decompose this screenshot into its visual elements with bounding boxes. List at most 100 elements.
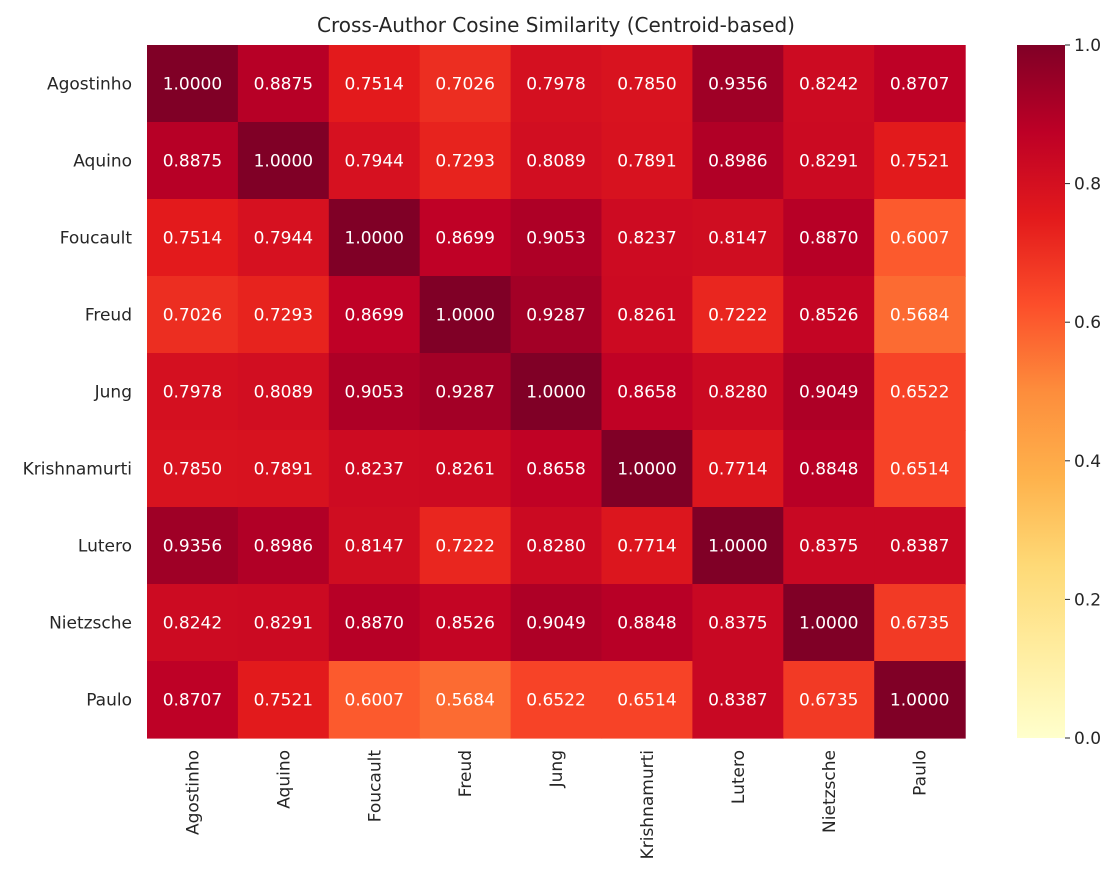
cell-value-label: 0.7891 (617, 152, 676, 172)
heatmap-cell (419, 430, 512, 508)
heatmap-cell (874, 122, 966, 200)
cell-value-label: 0.7850 (163, 460, 222, 480)
cell-value-label: 0.8147 (708, 229, 767, 249)
heatmap-cell (328, 199, 421, 277)
cell-value-label: 0.8658 (617, 383, 676, 403)
cell-value-label: 0.9356 (163, 537, 222, 557)
heatmap-cell (874, 45, 966, 123)
cell-value-label: 0.9049 (526, 614, 585, 634)
heatmap-cell (328, 276, 421, 354)
cell-value-label: 0.8387 (708, 691, 767, 711)
heatmap-cell (692, 276, 784, 354)
cell-value-label: 0.7293 (254, 306, 313, 326)
heatmap-cell (147, 353, 239, 431)
heatmap-cell (147, 507, 239, 585)
heatmap-cell (237, 507, 330, 585)
y-axis-tick-labels: Agostinho Aquino Foucault Freud Jung Krishnam… (23, 75, 133, 711)
heatmap-cell (874, 199, 966, 277)
cell-value-label: 0.8870 (799, 229, 858, 249)
heatmap-cell (419, 661, 512, 739)
cell-value-label: 0.7850 (617, 75, 676, 95)
cell-value-label: 0.9053 (345, 383, 404, 403)
cell-value-label: 0.7978 (526, 75, 585, 95)
heatmap-cell (692, 584, 784, 662)
cell-value-label: 0.8261 (617, 306, 676, 326)
heatmap-cell (783, 661, 875, 739)
cell-value-label: 0.7514 (345, 75, 404, 95)
cell-value-label: 0.6522 (526, 691, 585, 711)
heatmap-cell (147, 584, 239, 662)
cell-value-label: 0.5684 (890, 306, 949, 326)
colorbar-tick-label: 0.0 (1074, 729, 1101, 749)
cell-value-label: 0.8658 (526, 460, 585, 480)
heatmap-cell (510, 122, 603, 200)
cell-value-label: 0.8375 (799, 537, 858, 557)
y-tick-label: Jung (94, 383, 132, 403)
heatmap-cell (328, 584, 421, 662)
x-tick-label: Lutero (729, 750, 749, 804)
cell-value-label: 0.8261 (435, 460, 494, 480)
cell-value-label: 0.8237 (345, 460, 404, 480)
heatmap-cell (783, 584, 875, 662)
cell-value-label: 0.7944 (345, 152, 404, 172)
cell-value-label: 0.8089 (254, 383, 313, 403)
cell-value-label: 0.8707 (890, 75, 949, 95)
heatmap-cell (419, 199, 512, 277)
cell-value-label: 1.0000 (617, 460, 676, 480)
cell-value-label: 0.7293 (435, 152, 494, 172)
heatmap-cell (601, 507, 693, 585)
cell-value-label: 0.9287 (435, 383, 494, 403)
cell-value-label: 1.0000 (799, 614, 858, 634)
heatmap-cell (874, 584, 966, 662)
x-tick-label: Aquino (274, 750, 294, 809)
cell-value-label: 0.8526 (435, 614, 494, 634)
heatmap-cell (601, 276, 693, 354)
heatmap-cell (237, 661, 330, 739)
heatmap-cell (419, 353, 512, 431)
cell-value-label: 0.8242 (163, 614, 222, 634)
heatmap-cell (692, 353, 784, 431)
cell-value-label: 0.6007 (345, 691, 404, 711)
colorbar-tick-label: 0.6 (1074, 313, 1101, 333)
heatmap-cell (783, 430, 875, 508)
heatmap-cell (601, 430, 693, 508)
cell-value-label: 0.8147 (345, 537, 404, 557)
y-tick-label: Nietzsche (49, 614, 132, 634)
y-tick-label: Lutero (78, 537, 132, 557)
cell-value-label: 0.8280 (526, 537, 585, 557)
cell-value-label: 0.9287 (526, 306, 585, 326)
cell-value-label: 0.8875 (254, 75, 313, 95)
heatmap-cell (692, 45, 784, 123)
cell-value-label: 0.7222 (708, 306, 767, 326)
heatmap-cell (510, 584, 603, 662)
cell-value-label: 0.8089 (526, 152, 585, 172)
x-axis-tick-labels: Agostinho Aquino Foucault Freud Jung Krishnam… (183, 750, 930, 860)
cell-value-label: 0.7026 (163, 306, 222, 326)
heatmap-cell (692, 430, 784, 508)
colorbar-tick-label: 1.0 (1074, 36, 1101, 56)
heatmap-cell (328, 430, 421, 508)
x-tick-label: Foucault (365, 750, 385, 823)
heatmap-cell (237, 199, 330, 277)
heatmap-cell (328, 661, 421, 739)
heatmap-cell (147, 276, 239, 354)
heatmap-cell (510, 661, 603, 739)
cell-value-label: 0.6735 (890, 614, 949, 634)
heatmap-cell (237, 430, 330, 508)
cell-value-label: 1.0000 (526, 383, 585, 403)
heatmap-cell (783, 353, 875, 431)
cell-value-label: 0.8986 (254, 537, 313, 557)
cell-value-label: 0.9356 (708, 75, 767, 95)
heatmap-cell (874, 507, 966, 585)
x-tick-label: Nietzsche (820, 750, 840, 833)
heatmap-cell (328, 122, 421, 200)
heatmap-cell (601, 353, 693, 431)
cell-value-label: 0.9049 (799, 383, 858, 403)
heatmap-cells (147, 45, 966, 739)
cell-value-label: 1.0000 (163, 75, 222, 95)
cell-value-label: 1.0000 (435, 306, 494, 326)
cell-value-label: 0.8291 (799, 152, 858, 172)
x-tick-label: Krishnamurti (638, 750, 658, 859)
heatmap-cell-labels: 1.0000 0.8875 0.7514 0.7026 0.7978 0.7850 0.93… (163, 75, 950, 711)
